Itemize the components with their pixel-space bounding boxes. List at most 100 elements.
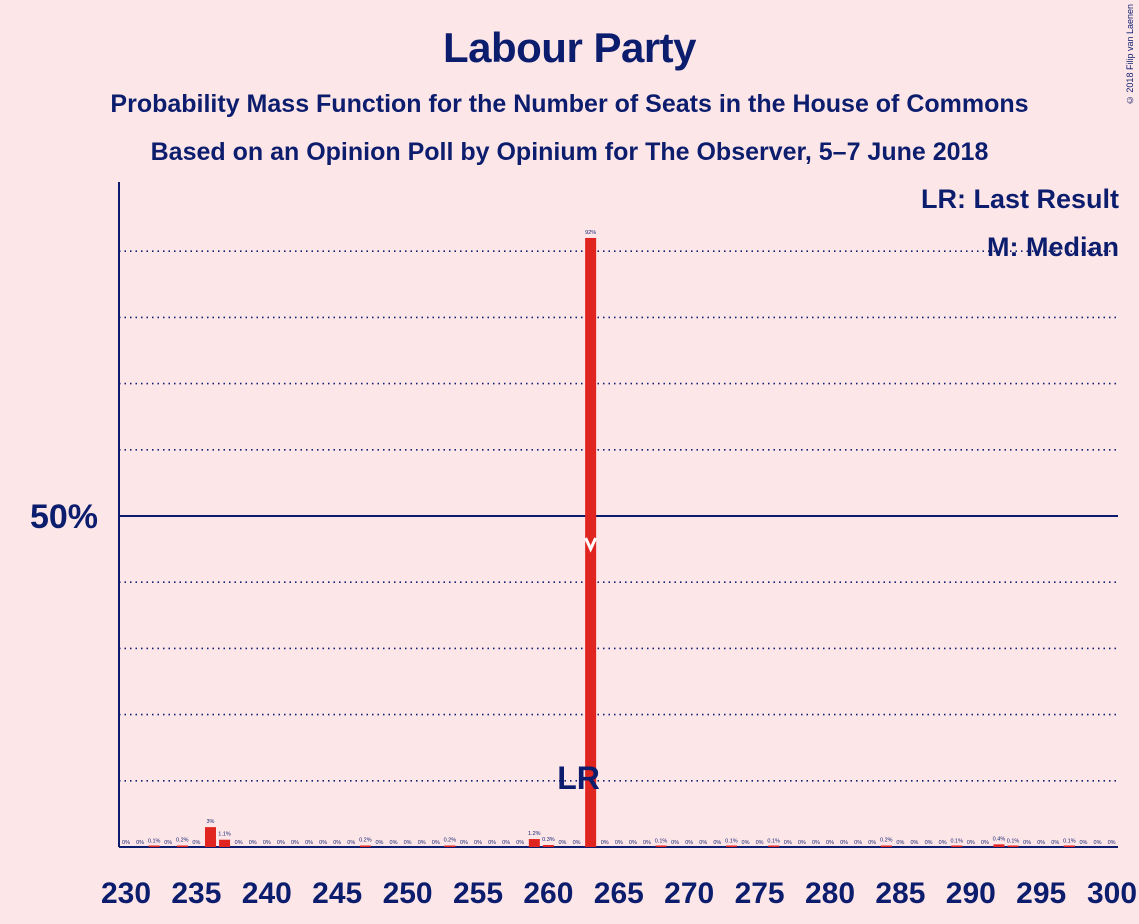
bar-data-label: 0% [798,840,806,846]
x-tick-label: 295 [1016,877,1066,910]
bar [204,827,216,847]
median-marker [584,537,598,553]
bar-data-label: 0% [671,840,679,846]
y-tick-label: 50% [30,498,98,536]
bar-data-label: 0% [333,840,341,846]
legend-median: M: Median [987,232,1119,262]
bar [176,845,188,847]
bar [655,845,667,847]
bar [951,845,963,847]
bar-data-label: 1.2% [528,831,541,837]
bar-data-label: 0% [784,840,792,846]
bar-data-label: 0% [925,840,933,846]
legend-last-result: LR: Last Result [920,184,1119,214]
bar-data-label: 0% [812,840,820,846]
bar [1063,845,1075,847]
bar [542,845,554,847]
bar-data-label: 0% [347,840,355,846]
bar-data-label: 0% [911,840,919,846]
bar-data-label: 0.1% [1007,838,1020,844]
bar-data-label: 0.2% [359,838,372,844]
x-tick-label: 260 [523,877,573,910]
bar-data-label: 1.1% [218,832,231,838]
bar-data-label: 0% [967,840,975,846]
bar-data-label: 0% [516,840,524,846]
bar-data-label: 0% [896,840,904,846]
bar [528,839,540,847]
bar-data-label: 3% [207,819,215,825]
chart-title: Labour Party [442,24,697,71]
bar [880,845,892,847]
bar-data-label: 0% [488,840,496,846]
bar-data-label: 0% [826,840,834,846]
bar-data-label: 0% [854,840,862,846]
bar-data-label: 0% [559,840,567,846]
bar-data-label: 0% [418,840,426,846]
bar-data-label: 0.4% [993,836,1006,842]
bar [1007,845,1019,847]
bar-data-label: 0% [713,840,721,846]
x-tick-label: 240 [242,877,292,910]
bar-data-label: 92% [585,230,596,236]
bar-data-label: 0% [277,840,285,846]
bar-data-label: 0% [460,840,468,846]
bar-data-label: 0% [432,840,440,846]
bar-data-label: 0% [601,840,609,846]
x-tick-label: 265 [594,877,644,910]
x-tick-label: 290 [946,877,996,910]
x-tick-label: 285 [875,877,925,910]
bar-data-label: 0.3% [542,837,555,843]
bar-data-label: 0% [756,840,764,846]
bar-data-label: 0% [404,840,412,846]
x-tick-label: 250 [383,877,433,910]
bar-data-label: 0% [939,840,947,846]
bar-data-label: 0% [263,840,271,846]
bar [585,237,597,847]
bar-data-label: 0.2% [444,838,457,844]
bar-data-label: 0% [1023,840,1031,846]
bar-data-label: 0% [742,840,750,846]
bar-data-label: 0% [1094,840,1102,846]
bar-data-label: 0% [643,840,651,846]
bar [725,845,737,847]
chart-subtitle: Probability Mass Function for the Number… [110,90,1029,118]
bar [444,845,456,847]
bar-data-label: 0.1% [725,838,738,844]
bar-data-label: 0% [615,840,623,846]
bar-data-label: 0% [291,840,299,846]
x-tick-label: 270 [664,877,714,910]
bar-data-label: 0% [981,840,989,846]
bar-data-label: 0.2% [880,838,893,844]
bar-data-label: 0% [192,840,200,846]
bar-data-label: 0% [868,840,876,846]
bar-data-label: 0% [1108,840,1116,846]
bar-data-label: 0.1% [950,838,963,844]
bar [148,845,160,847]
bar [993,844,1005,847]
bar-data-label: 0% [249,840,257,846]
bar [768,845,780,847]
bar [219,839,231,847]
bar-data-label: 0% [1037,840,1045,846]
bar-data-label: 0% [1051,840,1059,846]
bar-data-label: 0% [1079,840,1087,846]
chart-source: Based on an Opinion Poll by Opinium for … [150,138,989,166]
bar-data-label: 0% [305,840,313,846]
bar-data-label: 0% [685,840,693,846]
bar-data-label: 0% [699,840,707,846]
x-tick-label: 275 [735,877,785,910]
bar-data-label: 0% [629,840,637,846]
bar [359,845,371,847]
bar-data-label: 0.1% [767,838,780,844]
x-tick-label: 235 [171,877,221,910]
bar-data-label: 0% [390,840,398,846]
bar-data-label: 0% [235,840,243,846]
bar-data-label: 0.1% [148,838,161,844]
bar-data-label: 0% [573,840,581,846]
x-tick-label: 230 [101,877,151,910]
last-result-label: LR [557,760,600,796]
bar-data-label: 0.2% [176,838,189,844]
bar-data-label: 0% [136,840,144,846]
x-tick-label: 255 [453,877,503,910]
